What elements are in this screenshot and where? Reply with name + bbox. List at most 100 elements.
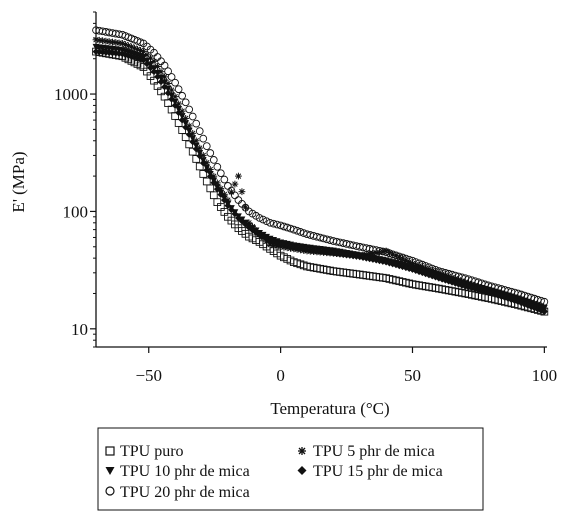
y-tick-label: 10 xyxy=(71,320,88,339)
data-point xyxy=(157,78,165,86)
data-point xyxy=(153,53,162,61)
data-point xyxy=(210,179,218,187)
data-point xyxy=(161,83,168,91)
data-point xyxy=(220,175,229,184)
data-point xyxy=(385,249,394,258)
data-point xyxy=(231,210,239,218)
data-point xyxy=(392,251,400,260)
data-point xyxy=(168,95,176,103)
data-point xyxy=(220,196,228,204)
data-point xyxy=(245,224,253,231)
legend-entry-tpu-10-phr: TPU 10 phr de mica xyxy=(105,463,250,480)
data-point xyxy=(195,162,204,171)
data-point xyxy=(296,228,305,236)
data-point xyxy=(266,218,274,227)
data-point xyxy=(540,304,548,312)
data-point xyxy=(349,252,357,260)
data-point xyxy=(178,91,187,100)
data-point xyxy=(402,254,410,263)
data-point xyxy=(280,242,288,249)
data-point xyxy=(192,119,201,128)
data-point xyxy=(415,259,423,268)
data-point xyxy=(199,159,207,167)
data-point xyxy=(353,253,360,260)
data-point xyxy=(164,67,172,76)
legend-label: TPU 5 phr de mica xyxy=(313,443,435,460)
data-point xyxy=(235,214,242,222)
data-point xyxy=(231,191,239,200)
data-point xyxy=(150,68,158,76)
data-point xyxy=(249,226,256,234)
data-point xyxy=(428,264,437,273)
data-point xyxy=(395,252,404,261)
data-point xyxy=(213,185,221,193)
data-point xyxy=(147,64,154,72)
data-point xyxy=(323,249,331,256)
data-point xyxy=(182,120,190,128)
data-point xyxy=(189,138,197,146)
data-point xyxy=(540,308,548,316)
data-point xyxy=(242,220,249,228)
legend-box xyxy=(97,427,484,511)
data-point xyxy=(269,219,278,228)
data-point xyxy=(175,109,183,117)
data-point xyxy=(164,89,172,97)
data-point xyxy=(537,296,545,305)
legend-entry-tpu-5-phr: TPU 5 phr de mica xyxy=(298,443,435,460)
legend-label: TPU 20 phr de mica xyxy=(120,484,250,501)
data-point xyxy=(181,98,190,107)
data-point xyxy=(206,149,215,157)
data-point xyxy=(196,152,204,160)
data-point xyxy=(178,116,186,124)
data-point xyxy=(235,172,242,180)
data-point xyxy=(313,247,321,255)
data-point xyxy=(206,184,215,193)
legend-entry-tpu-15-phr: TPU 15 phr de mica xyxy=(297,463,443,480)
data-point xyxy=(195,127,204,135)
data-point xyxy=(408,256,417,265)
data-point xyxy=(262,217,271,226)
y-tick-label: 1000 xyxy=(54,85,88,104)
data-point xyxy=(224,202,232,210)
data-point xyxy=(283,242,291,250)
y-axis-label: E' (MPa) xyxy=(9,151,28,212)
data-point xyxy=(202,142,211,150)
data-point xyxy=(157,57,165,66)
data-point xyxy=(213,162,222,171)
data-point xyxy=(199,134,208,143)
data-point xyxy=(160,61,169,70)
data-point xyxy=(216,169,225,178)
data-point xyxy=(293,226,301,235)
data-point xyxy=(224,182,232,190)
data-point xyxy=(306,246,314,254)
data-point xyxy=(238,188,246,196)
data-point xyxy=(209,156,218,164)
data-point xyxy=(421,262,430,270)
data-point xyxy=(192,145,200,153)
legend-open-circle-icon xyxy=(105,486,115,496)
legend-triangle-down-icon xyxy=(105,467,115,475)
data-point xyxy=(167,73,176,81)
data-point xyxy=(286,224,295,233)
data-point xyxy=(289,225,298,234)
data-point xyxy=(199,170,208,178)
data-point xyxy=(217,191,225,199)
data-point xyxy=(425,263,433,272)
data-point xyxy=(182,123,190,131)
legend-diamond-icon xyxy=(297,466,307,475)
data-point xyxy=(418,260,427,269)
data-point xyxy=(227,206,235,214)
data-point xyxy=(273,220,281,229)
data-point xyxy=(171,102,179,109)
data-point xyxy=(398,253,407,262)
x-ticks: −50 0 50 100 xyxy=(135,347,557,385)
data-point xyxy=(188,112,197,121)
data-point xyxy=(405,255,414,264)
y-tick-label: 100 xyxy=(63,202,89,221)
data-point xyxy=(209,191,218,200)
x-tick-label: 0 xyxy=(276,366,285,385)
data-point xyxy=(171,78,179,87)
data-point xyxy=(231,180,239,188)
